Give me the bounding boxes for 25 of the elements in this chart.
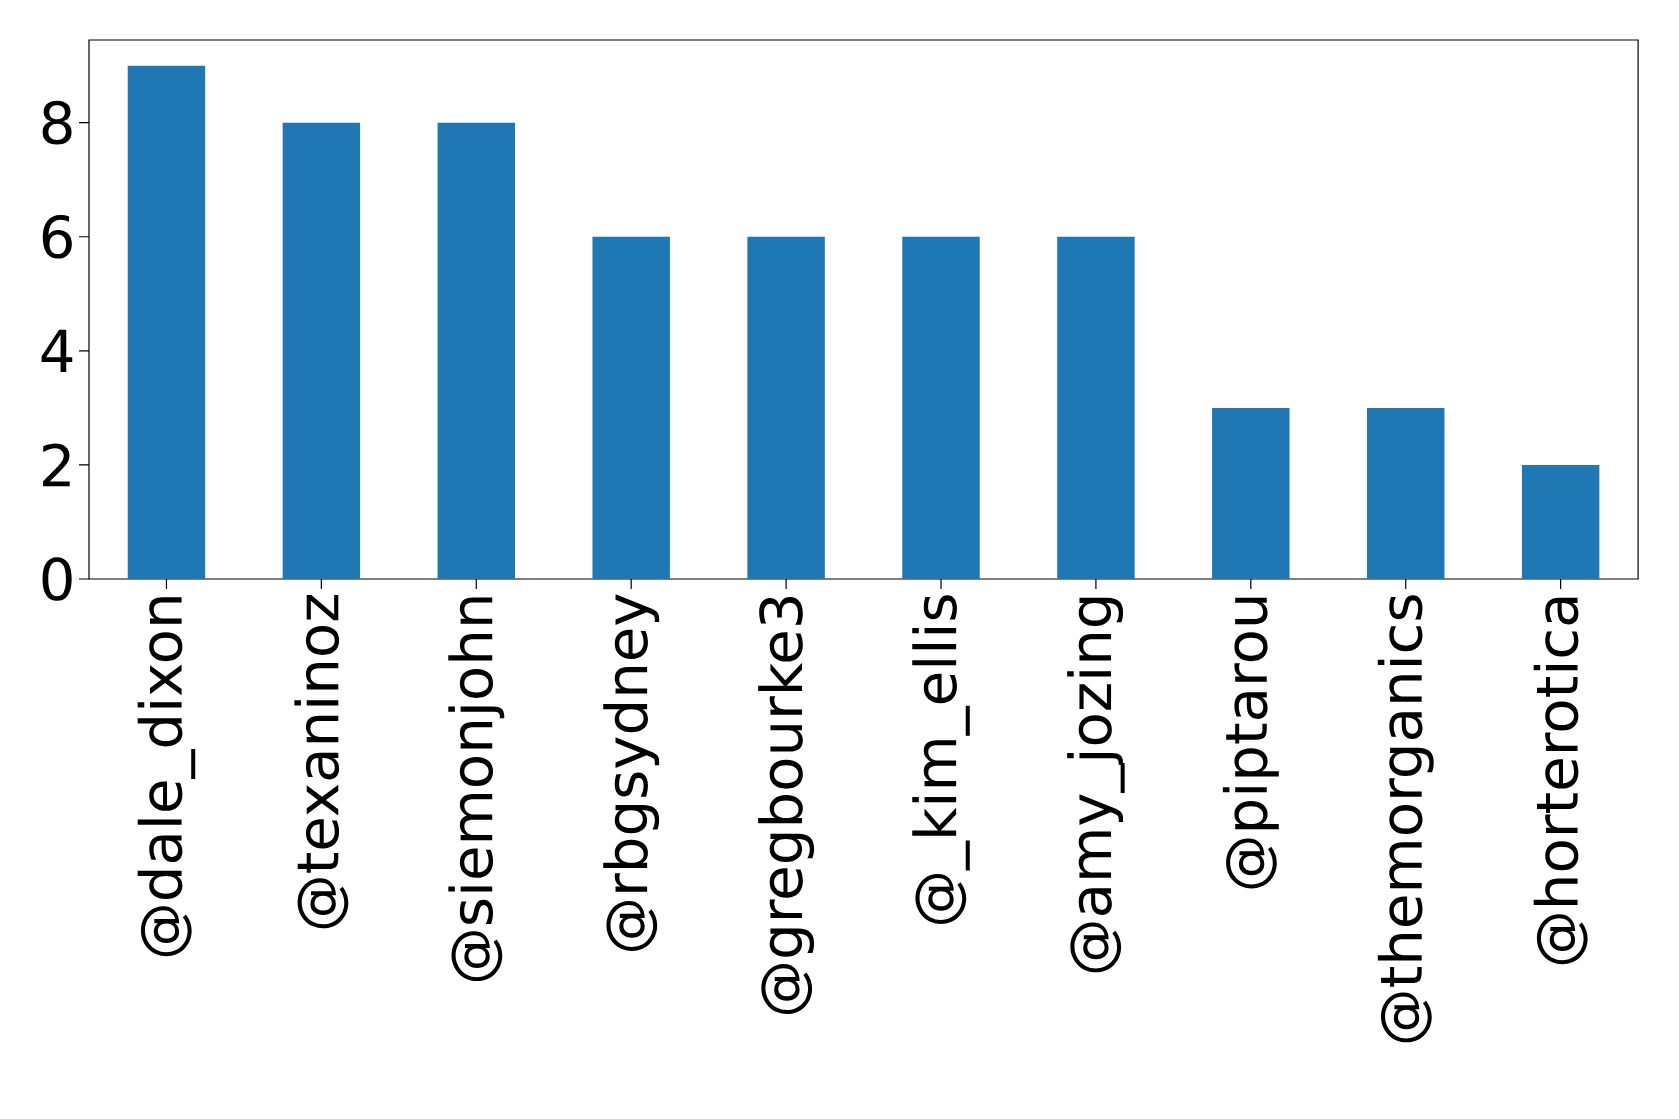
x-tick-label: @dale_dixon xyxy=(137,597,196,957)
x-tick-label: @gregbourke3 xyxy=(758,597,815,1015)
x-tick-label: @texaninoz xyxy=(294,594,349,929)
x-tick-label: @themorganics xyxy=(1377,595,1434,1043)
x-tick-label: @_kim_ellis xyxy=(912,595,970,924)
x-tick-label: @siemonjohn xyxy=(448,597,505,982)
bar xyxy=(1057,236,1135,579)
bar xyxy=(902,236,980,579)
y-tick-label: 0 xyxy=(42,557,72,601)
y-tick-label: 6 xyxy=(42,214,72,259)
x-tick-label: @amy_jozing xyxy=(1067,597,1125,973)
y-tick-label: 8 xyxy=(42,100,72,145)
y-tick-label: 4 xyxy=(41,329,73,372)
bar xyxy=(437,122,516,579)
bar xyxy=(592,236,670,579)
bar xyxy=(1212,407,1290,579)
bar xyxy=(282,122,361,579)
y-tick-label: 2 xyxy=(42,443,70,487)
bar xyxy=(127,65,206,579)
bar xyxy=(1367,407,1445,579)
x-tick-label: @rbgsydney xyxy=(603,594,660,951)
bar xyxy=(747,236,825,579)
x-tick-label: @horterotica xyxy=(1533,597,1588,965)
bar xyxy=(1521,464,1600,579)
x-tick-label: @piptarou xyxy=(1222,597,1279,889)
